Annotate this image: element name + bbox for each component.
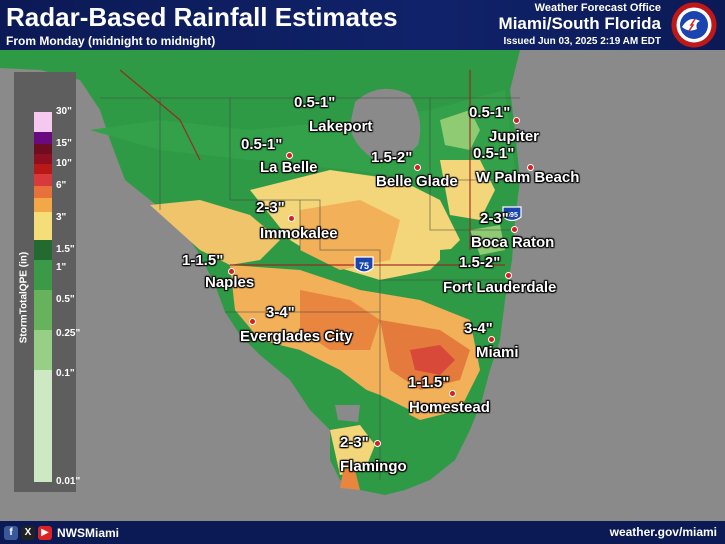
location-name: Immokalee bbox=[260, 225, 338, 242]
x-icon[interactable]: X bbox=[21, 525, 35, 540]
legend-tick: 0.25" bbox=[56, 328, 81, 339]
legend-tick: 6" bbox=[56, 180, 67, 191]
social-links: f X ▶ NWSMiami bbox=[4, 525, 119, 540]
location-marker-icon bbox=[505, 272, 512, 279]
highways bbox=[119, 69, 505, 266]
location-name: Everglades City bbox=[240, 328, 353, 345]
location-amount: 2-3" bbox=[256, 199, 285, 216]
legend-tick: 15" bbox=[56, 138, 72, 149]
legend-axis-label: StormTotalQPE (in) bbox=[18, 251, 30, 344]
location-marker-icon bbox=[513, 117, 520, 124]
facebook-icon[interactable]: f bbox=[4, 525, 18, 540]
location-name: Fort Lauderdale bbox=[443, 279, 557, 296]
location-amount: 3-4" bbox=[464, 320, 493, 337]
legend-tick: 0.5" bbox=[56, 294, 75, 305]
location-marker-icon bbox=[374, 440, 381, 447]
region-label: Miami/South Florida bbox=[498, 14, 661, 33]
location-name: Naples bbox=[205, 274, 255, 291]
location-marker-icon bbox=[488, 336, 495, 343]
location-amount: 1-1.5" bbox=[182, 252, 224, 269]
location-name: Miami bbox=[476, 344, 519, 361]
footer-bar: f X ▶ NWSMiami weather.gov/miami bbox=[0, 521, 725, 544]
legend-tick: 0.1" bbox=[56, 368, 75, 379]
location-marker-icon bbox=[286, 152, 293, 159]
location-marker-icon bbox=[249, 318, 256, 325]
location-name: La Belle bbox=[260, 159, 318, 176]
legend-tick: 30" bbox=[56, 106, 72, 117]
location-name: Homestead bbox=[409, 399, 490, 416]
rainfall-map: 75 595 bbox=[0, 50, 725, 521]
location-amount: 1.5-2" bbox=[459, 254, 501, 271]
highway-595-label: 595 bbox=[506, 212, 518, 219]
nws-logo-icon bbox=[671, 2, 717, 48]
page-title: Radar-Based Rainfall Estimates bbox=[6, 2, 398, 32]
social-handle[interactable]: NWSMiami bbox=[57, 525, 120, 540]
location-marker-icon bbox=[527, 164, 534, 171]
legend-tick: 0.01" bbox=[56, 476, 81, 487]
location-marker-icon bbox=[511, 226, 518, 233]
location-amount: 3-4" bbox=[266, 304, 295, 321]
location-marker-icon bbox=[228, 268, 235, 275]
location-amount: 0.5-1" bbox=[469, 104, 511, 121]
location-marker-icon bbox=[338, 124, 345, 131]
header-banner: Radar-Based Rainfall Estimates From Mond… bbox=[0, 0, 725, 50]
location-name: Belle Glade bbox=[376, 173, 458, 190]
legend-color-bar bbox=[34, 112, 52, 482]
location-amount: 0.5-1" bbox=[294, 94, 336, 111]
location-name: Lakeport bbox=[309, 118, 373, 135]
legend-tick: 1" bbox=[56, 262, 67, 273]
website-link[interactable]: weather.gov/miami bbox=[609, 525, 717, 539]
location-amount: 0.5-1" bbox=[241, 136, 283, 153]
office-label: Weather Forecast Office bbox=[534, 2, 661, 14]
location-amount: 2-3" bbox=[480, 210, 509, 227]
location-name: Boca Raton bbox=[471, 234, 555, 251]
lake-okeechobee bbox=[350, 88, 421, 161]
legend-tick: 3" bbox=[56, 212, 67, 223]
issued-timestamp: Issued Jun 03, 2025 2:19 AM EDT bbox=[503, 36, 661, 47]
youtube-icon[interactable]: ▶ bbox=[38, 525, 52, 540]
location-name: Flamingo bbox=[340, 458, 407, 475]
county-lines bbox=[100, 97, 520, 480]
legend-tick: 10" bbox=[56, 158, 72, 169]
location-amount: 0.5-1" bbox=[473, 145, 515, 162]
location-marker-icon bbox=[288, 215, 295, 222]
legend-tick: 1.5" bbox=[56, 244, 75, 255]
highway-595-shield-icon: 595 bbox=[502, 206, 522, 222]
location-marker-icon bbox=[449, 390, 456, 397]
highway-i75-label: 75 bbox=[359, 261, 369, 271]
location-name: W Palm Beach bbox=[476, 169, 580, 186]
location-name: Jupiter bbox=[489, 128, 540, 145]
highway-i75-shield-icon: 75 bbox=[354, 256, 374, 273]
location-amount: 2-3" bbox=[340, 434, 369, 451]
location-amount: 1.5-2" bbox=[371, 149, 413, 166]
location-amount: 1-1.5" bbox=[408, 374, 450, 391]
page-subtitle: From Monday (midnight to midnight) bbox=[6, 34, 216, 48]
location-marker-icon bbox=[414, 164, 421, 171]
map-legend: 30" 15" 10" 6" 3" 1.5" 1" 0.5" 0.25" 0.1… bbox=[14, 72, 80, 492]
